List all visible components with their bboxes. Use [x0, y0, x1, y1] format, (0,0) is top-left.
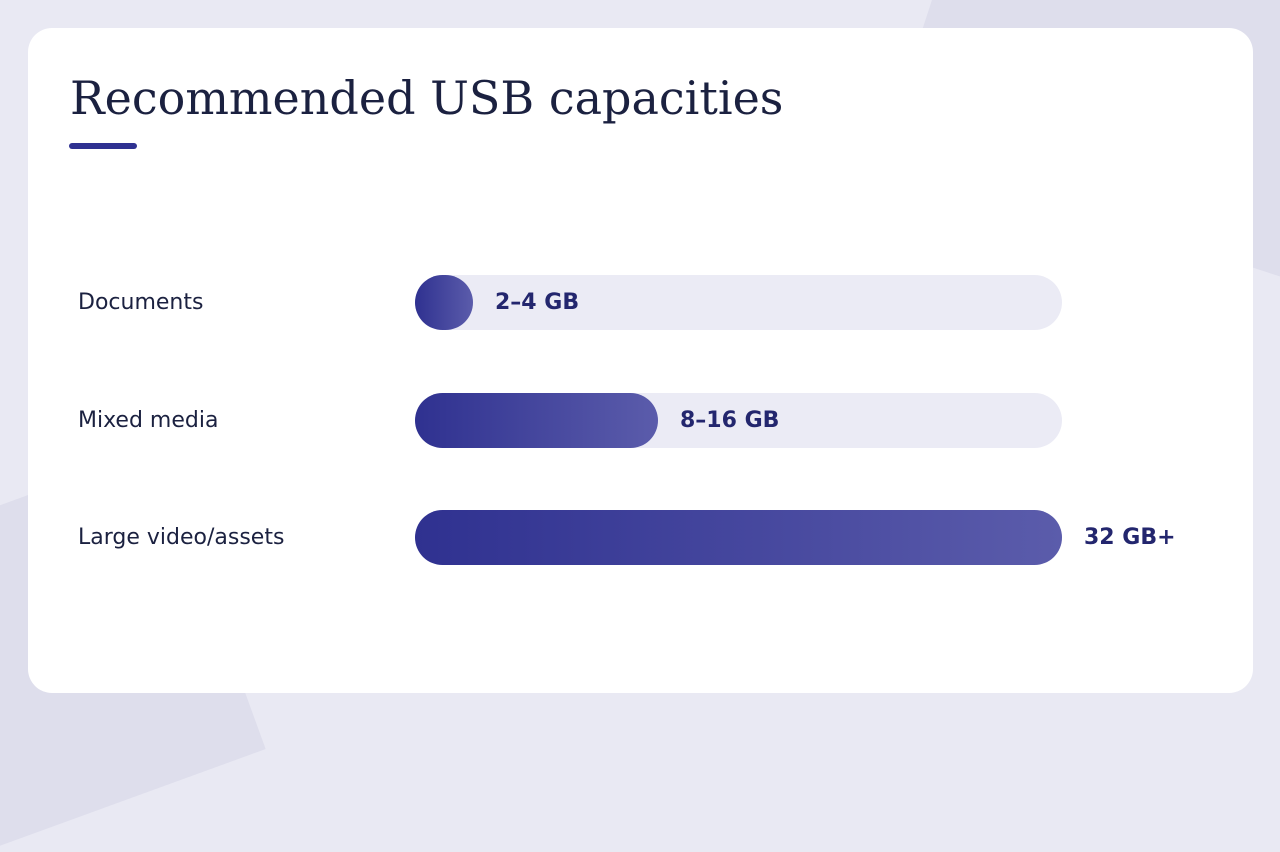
value-label-mixed-media: 8–16 GB [680, 408, 780, 433]
bar-large-video-assets [415, 510, 1062, 565]
chart-card: Recommended USB capacities Documents 2–4… [28, 28, 1253, 693]
chart-title: Recommended USB capacities [70, 71, 784, 125]
bar-track-documents [415, 275, 1062, 330]
bar-row-mixed-media: Mixed media 8–16 GB [28, 393, 1253, 449]
category-label-documents: Documents [78, 290, 204, 315]
value-label-large-video-assets: 32 GB+ [1084, 525, 1176, 550]
bar-row-documents: Documents 2–4 GB [28, 275, 1253, 331]
bar-mixed-media [415, 393, 658, 448]
category-label-large-video-assets: Large video/assets [78, 525, 285, 550]
title-underline [69, 143, 137, 149]
category-label-mixed-media: Mixed media [78, 408, 219, 433]
value-label-documents: 2–4 GB [495, 290, 580, 315]
bar-row-large-video-assets: Large video/assets 32 GB+ [28, 510, 1253, 566]
bar-documents [415, 275, 473, 330]
